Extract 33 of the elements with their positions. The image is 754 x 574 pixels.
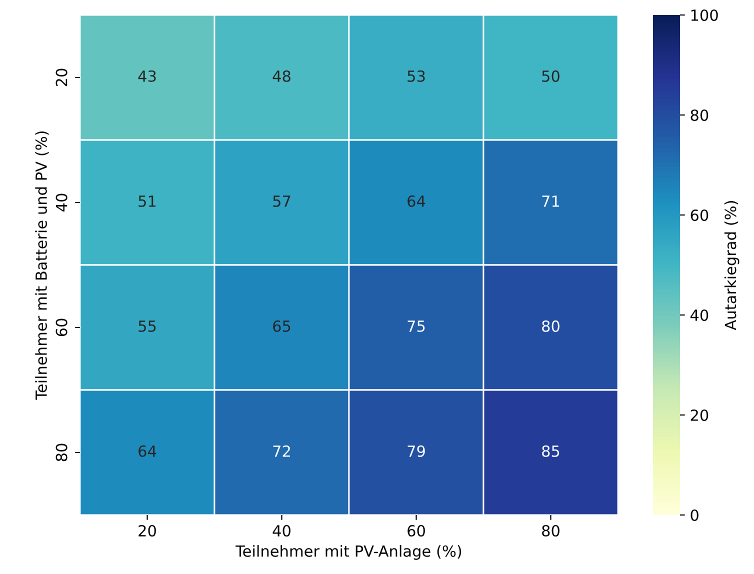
data-label: 48: [272, 70, 290, 82]
data-label: 71: [542, 196, 560, 207]
y-tick-label: 80: [56, 444, 68, 462]
data-label: 51: [138, 196, 156, 207]
color-bar-label: 40: [690, 309, 708, 322]
data-label: 65: [273, 320, 290, 332]
y-axis-title: Teilnehmer mit Batterie und PV (%): [35, 131, 49, 400]
color-bar-label: 80: [690, 109, 708, 122]
x-tick-label: 80: [542, 524, 560, 537]
color-bar-label: 60: [690, 209, 708, 222]
x-tick-label: 20: [138, 524, 156, 537]
data-label: 75: [408, 320, 425, 332]
x-tick-label: 40: [272, 524, 290, 537]
y-tick-label: 20: [56, 68, 68, 86]
data-label: 80: [542, 320, 560, 332]
color-bar-label: 20: [690, 409, 708, 422]
data-label: 53: [408, 70, 425, 82]
data-label: 55: [138, 320, 156, 332]
y-tick-label: 40: [56, 194, 68, 212]
data-label: 64: [138, 445, 156, 457]
color-bar-title: Autarkiegrad (%): [724, 201, 740, 330]
data-label: 57: [273, 196, 290, 207]
data-label: 79: [408, 445, 425, 457]
data-label: 50: [542, 70, 560, 82]
data-label: 43: [138, 70, 156, 82]
x-axis-title: Teilnehmer mit PV-Anlage (%): [236, 545, 462, 560]
y-tick-label: 60: [56, 318, 68, 336]
data-label: 85: [542, 445, 560, 457]
x-tick-label: 60: [408, 524, 425, 537]
data-label: 64: [408, 195, 426, 207]
color-bar-label: 100: [691, 9, 718, 22]
data-label: 72: [273, 445, 290, 457]
color-bar-label: 0: [690, 509, 698, 522]
